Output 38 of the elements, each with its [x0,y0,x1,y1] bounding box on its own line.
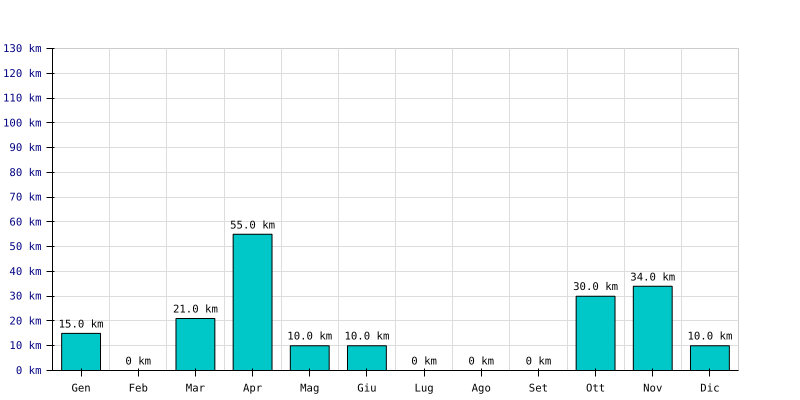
data-label: 0 km [526,354,552,368]
data-label: 10.0 km [287,330,332,343]
y-tick-label: 10 km [9,339,42,352]
x-tick-label: Ott [586,382,606,394]
x-tick-label: Mar [186,382,206,394]
x-tick-label: Gen [71,382,91,394]
y-tick-label: 110 km [3,92,42,105]
y-tick-label: 30 km [9,290,42,303]
data-label: 10.0 km [687,330,732,343]
y-tick-label: 40 km [9,264,42,278]
data-label: 34.0 km [630,270,676,284]
x-tick-label: Giu [357,382,377,394]
y-tick-label: 120 km [3,66,42,80]
data-label: 55.0 km [230,218,276,232]
y-tick-label: 90 km [9,141,42,154]
data-label: 0 km [411,354,437,368]
x-tick-label: Apr [242,382,263,394]
y-tick-label: 100 km [3,116,42,130]
data-label: 30.0 km [573,280,618,294]
y-tick-label: 20 km [9,314,42,328]
data-label: 15.0 km [58,317,104,330]
x-tick-label: Feb [128,382,148,394]
y-tick-label: 130 km [3,42,42,55]
y-tick-label: 50 km [9,240,42,254]
data-label: 21.0 km [172,302,218,316]
data-label: 0 km [468,354,494,368]
data-label: 10.0 km [344,330,390,343]
x-tick-label: Ago [472,382,491,394]
y-tick-label: 60 km [9,215,42,228]
x-tick-label: Nov [643,382,662,394]
x-tick-label: Mag [300,382,320,394]
data-label: 0 km [125,354,152,368]
x-tick-label: Lug [414,382,434,394]
x-tick-label: Set [528,382,548,394]
x-tick-label: Dic [700,382,720,394]
y-tick-label: 70 km [9,190,42,204]
y-tick-label: 0 km [16,364,42,377]
y-tick-label: 80 km [9,166,42,179]
